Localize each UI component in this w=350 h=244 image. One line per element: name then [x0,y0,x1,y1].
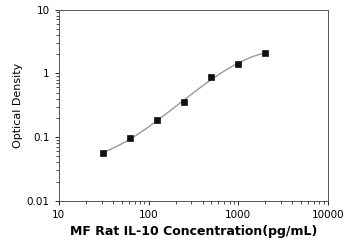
X-axis label: MF Rat IL-10 Concentration(pg/mL): MF Rat IL-10 Concentration(pg/mL) [70,225,317,238]
Y-axis label: Optical Density: Optical Density [13,62,22,148]
